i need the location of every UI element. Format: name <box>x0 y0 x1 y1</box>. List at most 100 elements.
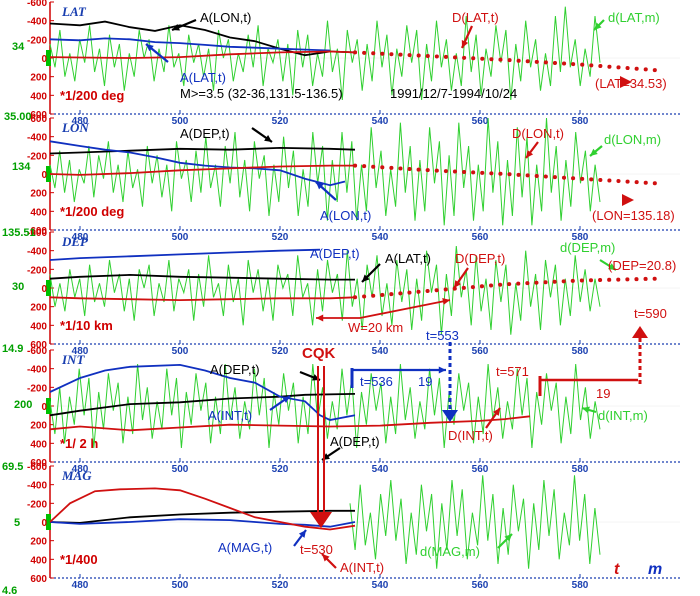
arrow-d-lon-head <box>526 150 534 158</box>
t536-arrow-head <box>438 366 446 374</box>
ann-t536: t=536 <box>360 374 393 389</box>
zero-marker <box>46 166 51 182</box>
separator-label: 35.00 <box>4 111 32 123</box>
arrow-w-right-head <box>442 298 450 305</box>
x-tick-label: 560 <box>472 116 489 127</box>
arrow-a-lon-1-head <box>172 24 180 31</box>
y-tick-label: 600 <box>30 458 47 469</box>
x-tick-label: 580 <box>572 464 589 475</box>
x-tick-label: 540 <box>372 232 389 243</box>
ann-a-dep-3: A(DEP,t) <box>310 246 360 261</box>
y-tick-label: 400 <box>30 321 47 332</box>
y-tick-label: 0 <box>41 284 47 295</box>
y-tick-label: -400 <box>27 133 47 144</box>
x-tick-label: 500 <box>172 346 189 357</box>
series-a-lat-t- <box>49 37 331 52</box>
series-d-lat-m- <box>49 6 601 101</box>
zero-marker <box>46 514 51 530</box>
series-a-dep-t- <box>49 146 356 155</box>
x-tick-label: 560 <box>472 580 489 591</box>
y-tick-label: -200 <box>27 151 47 162</box>
separator-label: 135.51 <box>2 227 36 239</box>
arrow-d-int-m-head <box>582 406 590 414</box>
y-tick-label: -400 <box>27 247 47 258</box>
arrow-a-dep-2-head <box>264 135 272 142</box>
arrow-a-lat-3-head <box>362 274 370 282</box>
x-tick-label: 480 <box>72 116 89 127</box>
ann-d-lat: D(LAT,t) <box>452 10 499 25</box>
x-tick-label: 500 <box>172 116 189 127</box>
arrow-a-mag-head <box>298 530 306 538</box>
x-tick-label: 520 <box>272 346 289 357</box>
panel-scale: *1/200 deg <box>60 88 124 103</box>
lat-extrap-head <box>620 76 632 88</box>
x-tick-label: 580 <box>572 580 589 591</box>
y-tick-label: -200 <box>27 499 47 510</box>
panel-title: DEP <box>61 234 89 249</box>
panel-lat: -600 -400 -200 0 200 400 600 480 500 520 540 560 580… <box>27 0 680 127</box>
y-tick-label: 0 <box>41 518 47 529</box>
panel-scale: *1/400 <box>60 552 98 567</box>
ann-d-mag-m: d(MAG,m) <box>420 544 480 559</box>
y-tick-label: -600 <box>27 114 47 125</box>
x-tick-label: 580 <box>572 116 589 127</box>
panel-dep: -600 -400 -200 0 200 400 600 480 500 520 540 560 580… <box>27 228 680 357</box>
ann-d-dep-m: d(DEP,m) <box>560 240 615 255</box>
arrow-w-left-head <box>316 314 324 322</box>
zero-marker <box>46 280 51 296</box>
y-tick-label: 0 <box>41 170 47 181</box>
series-a-mag-t- <box>49 518 356 528</box>
series-d-lon-t- <box>49 164 355 176</box>
ann-d-lon: D(LON,t) <box>512 126 564 141</box>
arrow-d-dep-head <box>454 280 461 288</box>
x-tick-label: 540 <box>372 116 389 127</box>
series-a-lon-t- <box>49 20 356 57</box>
ann-d-int: D(INT,t) <box>448 428 493 443</box>
series-d-int-t- <box>49 415 531 432</box>
x-tick-label: 500 <box>172 464 189 475</box>
y-tick-label: 400 <box>30 207 47 218</box>
series-d-dep-m- <box>49 245 601 335</box>
arrow-d-lat-head <box>461 40 469 48</box>
date-line: 1991/12/7-1994/10/24 <box>390 86 517 101</box>
ann-width: W=20 km <box>348 320 403 335</box>
arrow-d-lon-m-head <box>590 148 598 156</box>
annotation-layer: A(LON,t) A(LAT,t) D(LAT,t) d(LAT,m) (LAT… <box>180 10 676 578</box>
series-a-dep-t- <box>49 509 355 524</box>
series-d-lat-t- <box>49 50 356 59</box>
y-tick-label: -600 <box>27 462 47 473</box>
ann-d-int-m: d(INT,m) <box>598 408 648 423</box>
x-tick-label: 520 <box>272 232 289 243</box>
ann-a-lat-3: A(LAT,t) <box>385 251 431 266</box>
ann-d-lat-m: d(LAT,m) <box>608 10 660 25</box>
separator-label: 134 <box>12 161 31 173</box>
x-tick-label: 560 <box>472 232 489 243</box>
ann-t590: t=590 <box>634 306 667 321</box>
x-tick-label: 520 <box>272 580 289 591</box>
ann-a-lat-1: A(LAT,t) <box>180 70 226 85</box>
ann-a-mag: A(MAG,t) <box>218 540 272 555</box>
ann-a-dep-2: A(DEP,t) <box>180 126 230 141</box>
series-a-int-t- <box>49 487 356 531</box>
ann-19b: 19 <box>596 386 610 401</box>
ann-t553: t=553 <box>426 328 459 343</box>
y-tick-label: 600 <box>30 340 47 351</box>
series-a-int-t- <box>49 363 356 421</box>
x-tick-label: 540 <box>372 464 389 475</box>
series-d-dep-t- <box>49 296 356 302</box>
series-d-lon-t-extrapolated <box>353 163 657 186</box>
y-tick-label: 200 <box>30 303 47 314</box>
ann-cqk: CQK <box>302 345 336 362</box>
y-tick-label: -400 <box>27 481 47 492</box>
info-line: M>=3.5 (32-36,131.5-136.5) <box>180 86 343 101</box>
arrow-w-right <box>359 299 451 319</box>
arrow-a-lat-1-head <box>146 44 154 52</box>
panel-scale: *1/200 deg <box>60 204 124 219</box>
y-tick-label: -400 <box>27 17 47 28</box>
y-tick-label: 0 <box>41 402 47 413</box>
zero-marker <box>46 398 51 414</box>
ann-a-int-5: A(INT,t) <box>340 560 384 575</box>
arrow-d-int-head <box>493 408 500 416</box>
separator-label: 34 <box>12 41 25 53</box>
ann-t571: t=571 <box>496 364 529 379</box>
